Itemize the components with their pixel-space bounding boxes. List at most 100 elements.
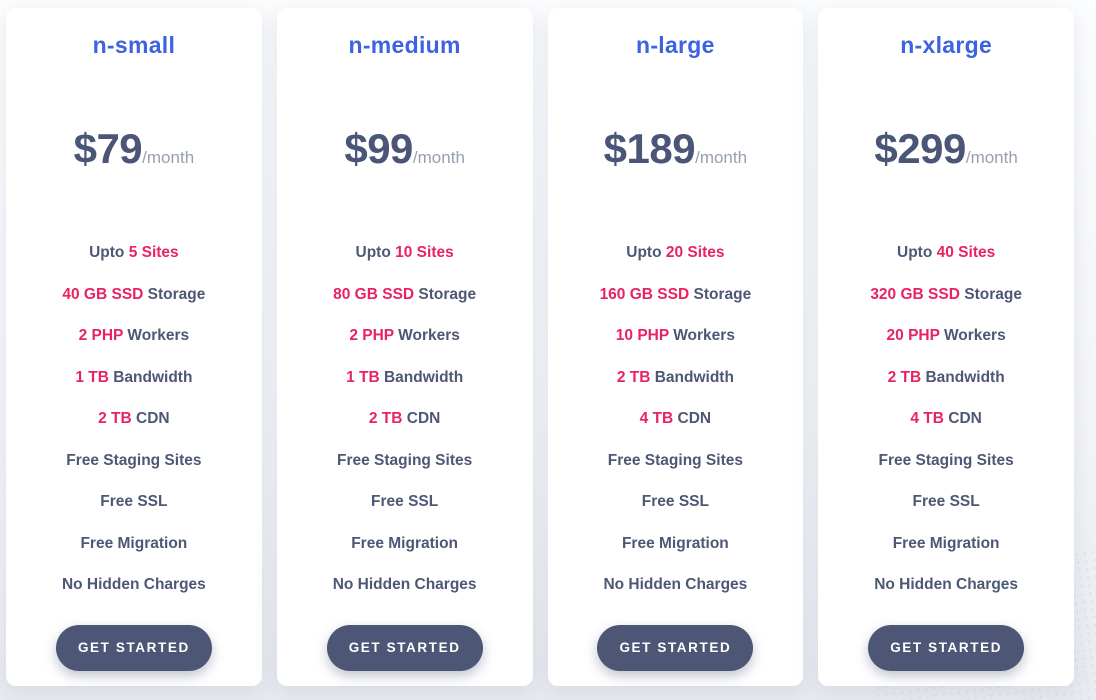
feature-text-highlight: 4 TB (910, 410, 944, 427)
feature-text-pre: Free SSL (641, 493, 709, 510)
plan-billing-period: /month (142, 148, 195, 167)
feature-text-pre: Free SSL (371, 493, 439, 510)
feature-text-post: Bandwidth (650, 368, 734, 386)
feature-text-highlight: 10 Sites (395, 244, 454, 261)
feature-item: Upto 10 Sites (291, 232, 519, 274)
feature-text-pre: No Hidden Charges (332, 576, 477, 593)
feature-text-post: Bandwidth (108, 368, 193, 386)
cta-row: GET STARTED (291, 624, 519, 671)
feature-item: Free Migration (291, 523, 519, 565)
feature-text-highlight: 40 GB SSD (62, 285, 144, 303)
cta-row: GET STARTED (832, 624, 1060, 671)
feature-item: 2 TB CDN (20, 398, 248, 440)
feature-item: Free Staging Sites (20, 440, 248, 482)
feature-item: Free Staging Sites (562, 440, 790, 482)
feature-item: 4 TB CDN (832, 398, 1060, 440)
feature-text-highlight: 5 Sites (128, 244, 179, 261)
feature-text-pre: Free Migration (351, 534, 459, 552)
feature-list: Upto 10 Sites 80 GB SSD Storage 2 PHP Wo… (291, 232, 519, 606)
feature-text-highlight: 80 GB SSD (333, 285, 415, 303)
feature-item: Free Migration (562, 523, 790, 565)
feature-text-post: Bandwidth (921, 368, 1005, 386)
feature-text-highlight: 2 TB (887, 368, 922, 386)
feature-text-highlight: 2 PHP (78, 327, 124, 344)
feature-text-pre: No Hidden Charges (61, 576, 206, 593)
feature-text-highlight: 2 TB (616, 368, 651, 386)
feature-item: No Hidden Charges (832, 564, 1060, 606)
feature-text-highlight: 10 PHP (615, 327, 669, 344)
feature-text-post: CDN (943, 410, 982, 427)
get-started-button[interactable]: GET STARTED (55, 624, 212, 671)
feature-text-highlight: 2 TB (368, 410, 403, 427)
feature-item: Free SSL (20, 481, 248, 523)
plan-price: $99 (344, 125, 413, 172)
feature-item: 2 TB Bandwidth (562, 357, 790, 399)
feature-text-pre: Upto (897, 244, 937, 261)
plan-price-row: $79/month (20, 126, 248, 182)
feature-text-post: Workers (939, 327, 1006, 344)
plan-price: $189 (603, 125, 696, 172)
feature-item: Free Staging Sites (832, 440, 1060, 482)
plan-name: n-small (92, 32, 176, 58)
cta-row: GET STARTED (562, 624, 790, 671)
plan-billing-period: /month (695, 148, 748, 167)
feature-text-pre: No Hidden Charges (603, 576, 748, 593)
plan-name: n-xlarge (900, 32, 993, 58)
feature-text-pre: Free Staging Sites (66, 451, 202, 469)
feature-text-post: Bandwidth (379, 368, 464, 386)
feature-item: Upto 40 Sites (832, 232, 1060, 274)
feature-item: 2 PHP Workers (20, 315, 248, 357)
pricing-card: n-xlarge $299/month Upto 40 Sites 320 GB… (818, 8, 1074, 686)
feature-text-highlight: 320 GB SSD (870, 285, 960, 303)
feature-text-pre: Upto (626, 244, 666, 261)
plan-billing-period: /month (412, 148, 465, 167)
feature-text-post: CDN (131, 410, 170, 427)
feature-text-pre: Free Staging Sites (878, 451, 1014, 469)
feature-text-post: Workers (668, 327, 735, 344)
feature-text-post: Storage (959, 285, 1022, 303)
feature-text-post: Workers (123, 327, 190, 344)
feature-text-post: CDN (673, 410, 712, 427)
plan-price: $299 (874, 125, 966, 172)
feature-item: Free SSL (562, 481, 790, 523)
feature-text-highlight: 160 GB SSD (599, 285, 690, 303)
feature-text-pre: Free Staging Sites (337, 451, 473, 469)
feature-item: 10 PHP Workers (562, 315, 790, 357)
pricing-card: n-medium $99/month Upto 10 Sites 80 GB S… (276, 8, 533, 686)
get-started-button[interactable]: GET STARTED (868, 624, 1025, 671)
plan-price-row: $299/month (832, 126, 1060, 182)
feature-text-highlight: 1 TB (346, 368, 380, 386)
feature-list: Upto 5 Sites 40 GB SSD Storage 2 PHP Wor… (20, 232, 248, 606)
feature-text-pre: Free Migration (892, 534, 1000, 552)
feature-item: 1 TB Bandwidth (291, 357, 519, 399)
feature-text-pre: Free SSL (912, 493, 980, 510)
feature-item: 40 GB SSD Storage (20, 274, 248, 316)
feature-item: 2 TB Bandwidth (832, 357, 1060, 399)
feature-item: Free SSL (291, 481, 519, 523)
feature-item: Free SSL (832, 481, 1060, 523)
get-started-button[interactable]: GET STARTED (326, 624, 483, 671)
feature-text-highlight: 4 TB (639, 410, 674, 427)
feature-text-highlight: 2 TB (98, 410, 132, 427)
feature-item: No Hidden Charges (20, 564, 248, 606)
feature-text-post: Storage (414, 285, 477, 303)
get-started-button[interactable]: GET STARTED (597, 624, 754, 671)
feature-item: Upto 5 Sites (20, 232, 248, 274)
feature-list: Upto 40 Sites 320 GB SSD Storage 20 PHP … (832, 232, 1060, 606)
feature-item: 4 TB CDN (562, 398, 790, 440)
feature-text-pre: No Hidden Charges (874, 576, 1019, 593)
feature-item: No Hidden Charges (291, 564, 519, 606)
feature-text-post: CDN (402, 410, 441, 427)
feature-list: Upto 20 Sites 160 GB SSD Storage 10 PHP … (562, 232, 790, 606)
feature-text-post: Storage (689, 285, 752, 303)
feature-item: No Hidden Charges (562, 564, 790, 606)
plan-billing-period: /month (965, 148, 1018, 167)
feature-item: Upto 20 Sites (562, 232, 790, 274)
cta-row: GET STARTED (20, 624, 248, 671)
feature-item: 320 GB SSD Storage (832, 274, 1060, 316)
feature-text-highlight: 2 PHP (349, 327, 394, 344)
feature-text-post: Storage (143, 285, 206, 303)
feature-item: 2 PHP Workers (291, 315, 519, 357)
feature-text-pre: Free Migration (621, 534, 729, 552)
